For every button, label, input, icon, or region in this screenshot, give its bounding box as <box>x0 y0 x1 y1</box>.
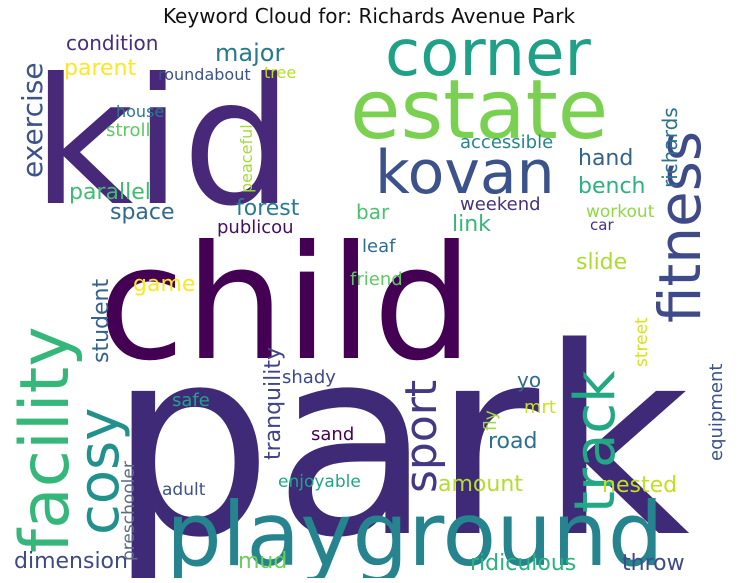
word-throw: throw <box>622 551 685 576</box>
word-slide: slide <box>576 250 627 275</box>
word-cosy: cosy <box>67 408 132 535</box>
word-sport: sport <box>396 380 447 493</box>
word-park: park <box>108 293 690 578</box>
word-cloud: park child kid playground estate corner fitnes… <box>10 33 728 578</box>
word-leaf: leaf <box>362 236 396 257</box>
word-mud: mud <box>238 549 287 574</box>
word-publicou: publicou <box>217 217 294 238</box>
word-road: road <box>488 429 537 454</box>
chart-title: Keyword Cloud for: Richards Avenue Park <box>162 4 576 28</box>
word-bench: bench <box>578 174 645 199</box>
word-child: child <box>98 212 473 396</box>
word-amount: amount <box>438 472 523 497</box>
word-playground: playground <box>166 483 664 578</box>
word-preschooler: preschooler <box>119 461 139 561</box>
word-major: major <box>215 39 284 67</box>
word-mrt: mrt <box>524 397 556 418</box>
word-street: street <box>632 317 652 367</box>
word-space: space <box>110 200 175 225</box>
word-exercise: exercise <box>16 62 49 178</box>
word-adult: adult <box>162 480 206 500</box>
word-stroll: stroll <box>106 120 150 141</box>
word-ridiculous: ridiculous <box>470 551 576 576</box>
word-game: game <box>133 272 195 297</box>
word-car: car <box>590 216 614 234</box>
word-richards: richards <box>658 107 682 188</box>
word-parallel: parallel <box>69 180 151 205</box>
word-track: track <box>563 370 628 513</box>
word-facility: facility <box>10 326 85 553</box>
word-nested: nested <box>602 473 677 498</box>
word-link: link <box>452 212 491 237</box>
word-condition: condition <box>66 33 158 55</box>
word-estate: estate <box>350 63 608 158</box>
word-yo: yo <box>517 368 541 392</box>
word-weekend: weekend <box>460 194 541 215</box>
word-workout: workout <box>586 202 655 222</box>
word-sand: sand <box>311 424 354 445</box>
word-equipment: equipment <box>706 364 727 461</box>
word-tree: tree <box>264 63 296 82</box>
word-corner: corner <box>385 33 591 91</box>
word-shady: shady <box>282 367 336 388</box>
word-tranquility: tranquility <box>261 347 286 460</box>
word-safe: safe <box>172 390 210 411</box>
word-parent: parent <box>64 56 136 81</box>
word-hand: hand <box>578 146 633 171</box>
word-house: house <box>116 102 164 121</box>
word-student: student <box>89 279 114 363</box>
word-peaceful: peaceful <box>237 124 256 193</box>
word-enjoyable: enjoyable <box>278 472 361 492</box>
word-dimension: dimension <box>14 549 128 574</box>
word-kid: kid <box>32 42 293 245</box>
word-friend: friend <box>350 269 403 290</box>
word-kovan: kovan <box>375 138 555 208</box>
word-forest: forest <box>236 196 300 221</box>
word-fitness: fitness <box>646 131 714 323</box>
word-bar: bar <box>356 200 390 224</box>
word-roundabout: roundabout <box>158 65 251 84</box>
word-accessible: accessible <box>460 132 553 153</box>
word-fly: fly <box>481 410 501 431</box>
